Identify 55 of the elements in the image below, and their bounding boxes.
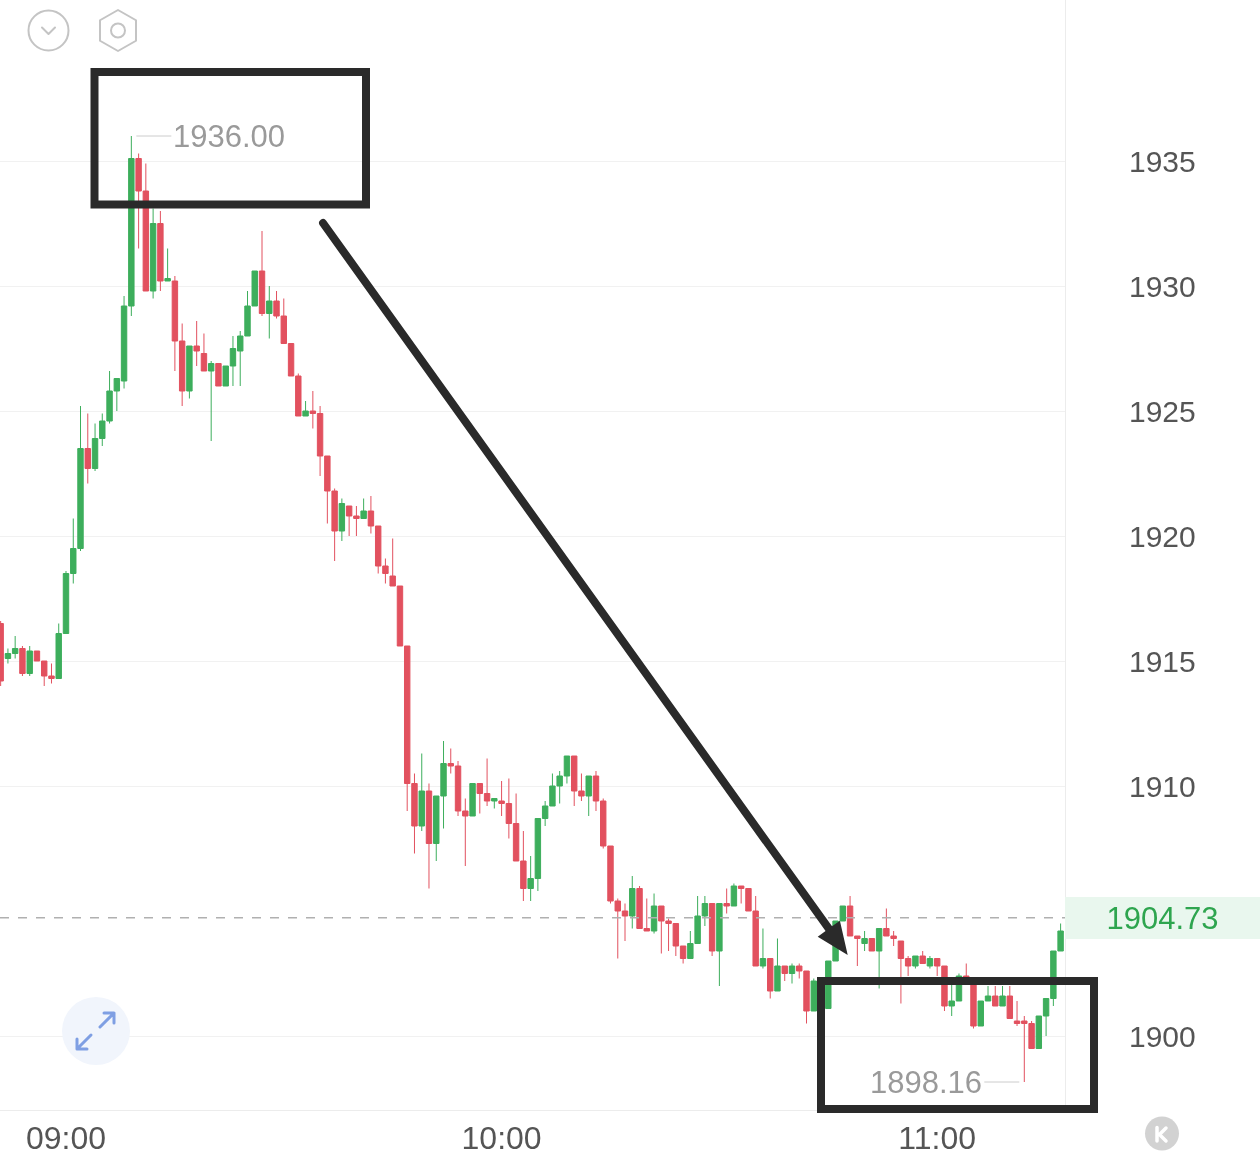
candlestick: [186, 345, 193, 399]
candlestick: [861, 930, 868, 952]
y-tick-label: 1925: [1129, 394, 1196, 428]
candlestick: [302, 400, 309, 417]
candlestick: [164, 248, 171, 282]
candlestick: [868, 938, 876, 952]
candlestick: [84, 413, 91, 484]
candlestick: [999, 985, 1006, 1007]
candlestick: [338, 498, 346, 542]
candlestick: [723, 888, 730, 914]
candlestick: [716, 903, 723, 987]
candlestick: [157, 210, 164, 292]
candlestick: [193, 320, 200, 367]
candlestick: [926, 955, 934, 969]
candlestick: [912, 955, 919, 969]
y-tick-label: 1915: [1129, 644, 1196, 678]
candlestick: [730, 883, 738, 907]
x-tick-label: 11:00: [898, 1120, 977, 1157]
candlestick: [781, 965, 788, 982]
candlestick: [875, 928, 883, 989]
candlestick: [650, 893, 658, 934]
candlestick: [360, 498, 367, 519]
ref-line-label: 1904.73: [1106, 900, 1219, 936]
candlestick: [149, 208, 157, 299]
annotation: 1936.00: [173, 119, 286, 154]
y-tick-label: 1935: [1129, 144, 1196, 178]
candlestick: [919, 950, 926, 964]
x-tick-label: 09:00: [25, 1120, 107, 1157]
candlestick: [774, 938, 781, 992]
candlestick: [215, 363, 222, 387]
y-tick-label: 1920: [1129, 519, 1196, 553]
y-tick-label: 1910: [1129, 769, 1196, 803]
annotation: 1898.16: [870, 1065, 983, 1100]
candlestick: [1006, 985, 1014, 1019]
candlestick: [491, 798, 498, 809]
candlestick: [207, 360, 215, 442]
candlestick: [200, 333, 208, 372]
candlestick: [266, 285, 273, 339]
candlestick: [759, 928, 767, 969]
candlestick: [788, 963, 796, 984]
candlestick: [992, 985, 999, 1007]
candlestick: [418, 753, 425, 832]
candlestick: [258, 230, 266, 317]
y-tick-label: 1930: [1129, 269, 1196, 303]
candlestick: [469, 783, 476, 817]
candlestick: [629, 875, 636, 929]
candlestick: [26, 645, 33, 677]
y-tick-label: 1900: [1129, 1019, 1196, 1053]
x-tick-label: 10:00: [461, 1120, 542, 1157]
candlestick: [425, 783, 433, 889]
candlestick: [19, 645, 26, 677]
candlestick: [708, 903, 716, 957]
candlestick: [810, 978, 817, 1012]
candlestick: [767, 958, 774, 999]
candlestick: [585, 775, 592, 817]
